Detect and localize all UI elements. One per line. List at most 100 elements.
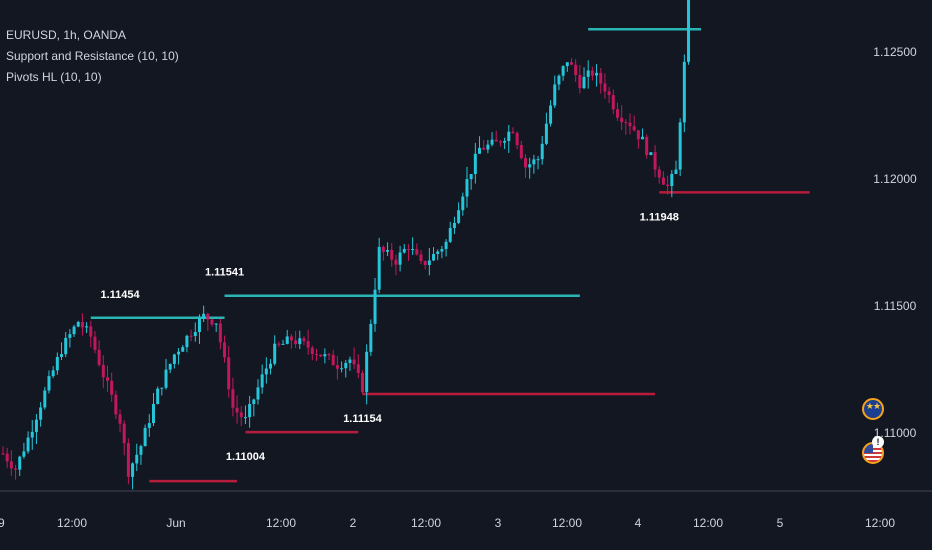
candle-body	[206, 313, 210, 320]
x-tick-label: 12:00	[266, 516, 296, 530]
candle-body	[478, 147, 482, 154]
candle-body	[373, 289, 377, 324]
candle-body	[139, 446, 143, 455]
candle-body	[1, 453, 5, 455]
x-tick-label: 4	[635, 516, 642, 530]
candle-body	[126, 443, 130, 477]
symbol-title[interactable]: EURUSD, 1h, OANDA	[6, 28, 127, 42]
y-tick-label: 1.12500	[873, 45, 917, 59]
candle-body	[536, 159, 540, 161]
candle-body	[223, 342, 227, 358]
candle-body	[110, 380, 114, 395]
candle-body	[611, 95, 615, 110]
candle-body	[55, 356, 59, 371]
candle-body	[210, 319, 214, 325]
candle-body	[85, 326, 89, 328]
candle-body	[402, 248, 406, 253]
candle-body	[64, 337, 68, 355]
candle-body	[524, 158, 527, 168]
x-tick-label: 12:00	[411, 516, 441, 530]
x-tick-label: 29	[0, 516, 5, 530]
x-tick-label: 3	[495, 516, 502, 530]
candle-body	[118, 414, 122, 424]
candle-body	[590, 70, 594, 76]
candle-body	[381, 246, 385, 252]
candle-body	[360, 372, 364, 393]
chart-legend: EURUSD, 1h, OANDA Support and Resistance…	[6, 25, 179, 88]
candle-body	[666, 184, 670, 186]
candle-body	[423, 261, 427, 266]
candle-body	[235, 407, 239, 413]
candle-body	[565, 62, 569, 67]
time-axis[interactable]	[0, 492, 932, 550]
candle-body	[106, 377, 109, 381]
pivot-label: 1.11154	[343, 413, 382, 425]
candle-body	[386, 250, 390, 252]
candle-body	[603, 83, 607, 92]
candle-body	[331, 354, 335, 366]
candle-body	[457, 210, 461, 223]
candle-body	[273, 343, 277, 364]
candle-body	[319, 354, 323, 357]
candle-body	[569, 62, 573, 65]
candle-body	[574, 64, 578, 75]
candle-body	[578, 74, 582, 89]
candle-body	[436, 251, 440, 255]
candle-body	[377, 246, 381, 290]
candle-body	[310, 347, 314, 355]
candle-body	[369, 323, 373, 352]
candle-body	[289, 336, 293, 341]
eu-flag-icon[interactable]: ★★	[862, 398, 884, 420]
candle-body	[30, 431, 34, 438]
indicator-pivots-hl[interactable]: Pivots HL (10, 10)	[6, 70, 102, 84]
candle-body	[557, 75, 561, 85]
candle-body	[482, 147, 486, 150]
candle-body	[599, 72, 603, 84]
candle-body	[214, 323, 218, 325]
candle-body	[549, 105, 553, 124]
price-axis[interactable]	[850, 0, 932, 491]
candle-body	[147, 423, 151, 428]
candle-body	[248, 404, 252, 418]
candle-body	[507, 131, 511, 141]
candle-body	[160, 387, 164, 389]
candle-body	[649, 152, 653, 155]
candle-body	[315, 354, 318, 356]
candle-body	[653, 152, 657, 170]
candle-body	[80, 321, 84, 328]
candle-body	[486, 144, 490, 150]
candle-body	[440, 249, 444, 252]
candle-body	[34, 419, 38, 432]
candle-body	[582, 76, 586, 89]
candle-body	[461, 196, 465, 211]
candle-body	[661, 177, 665, 185]
candle-body	[323, 354, 327, 357]
candle-body	[344, 362, 348, 369]
candle-body	[114, 394, 118, 415]
x-tick-label: 12:00	[693, 516, 723, 530]
candle-body	[285, 336, 289, 344]
candle-body	[18, 456, 22, 470]
candle-body	[415, 249, 419, 255]
indicator-support-resistance[interactable]: Support and Resistance (10, 10)	[6, 49, 179, 63]
x-tick-label: 12:00	[552, 516, 582, 530]
pivot-label: 1.11948	[640, 211, 679, 223]
candle-body	[9, 461, 13, 469]
candle-body	[515, 132, 519, 146]
candle-body	[561, 66, 565, 76]
candle-body	[294, 340, 298, 345]
exclamation-badge-icon[interactable]: !	[872, 436, 884, 448]
candle-body	[352, 359, 356, 365]
candle-body	[168, 363, 172, 370]
candle-body	[68, 334, 72, 338]
candle-body	[302, 338, 306, 342]
candle-body	[51, 370, 55, 377]
candle-body	[674, 169, 678, 174]
candle-body	[615, 109, 619, 118]
candle-body	[151, 403, 155, 424]
candle-body	[256, 387, 260, 400]
candle-body	[365, 351, 369, 393]
candle-body	[218, 323, 222, 343]
candle-body	[498, 141, 502, 143]
candle-body	[632, 126, 636, 131]
